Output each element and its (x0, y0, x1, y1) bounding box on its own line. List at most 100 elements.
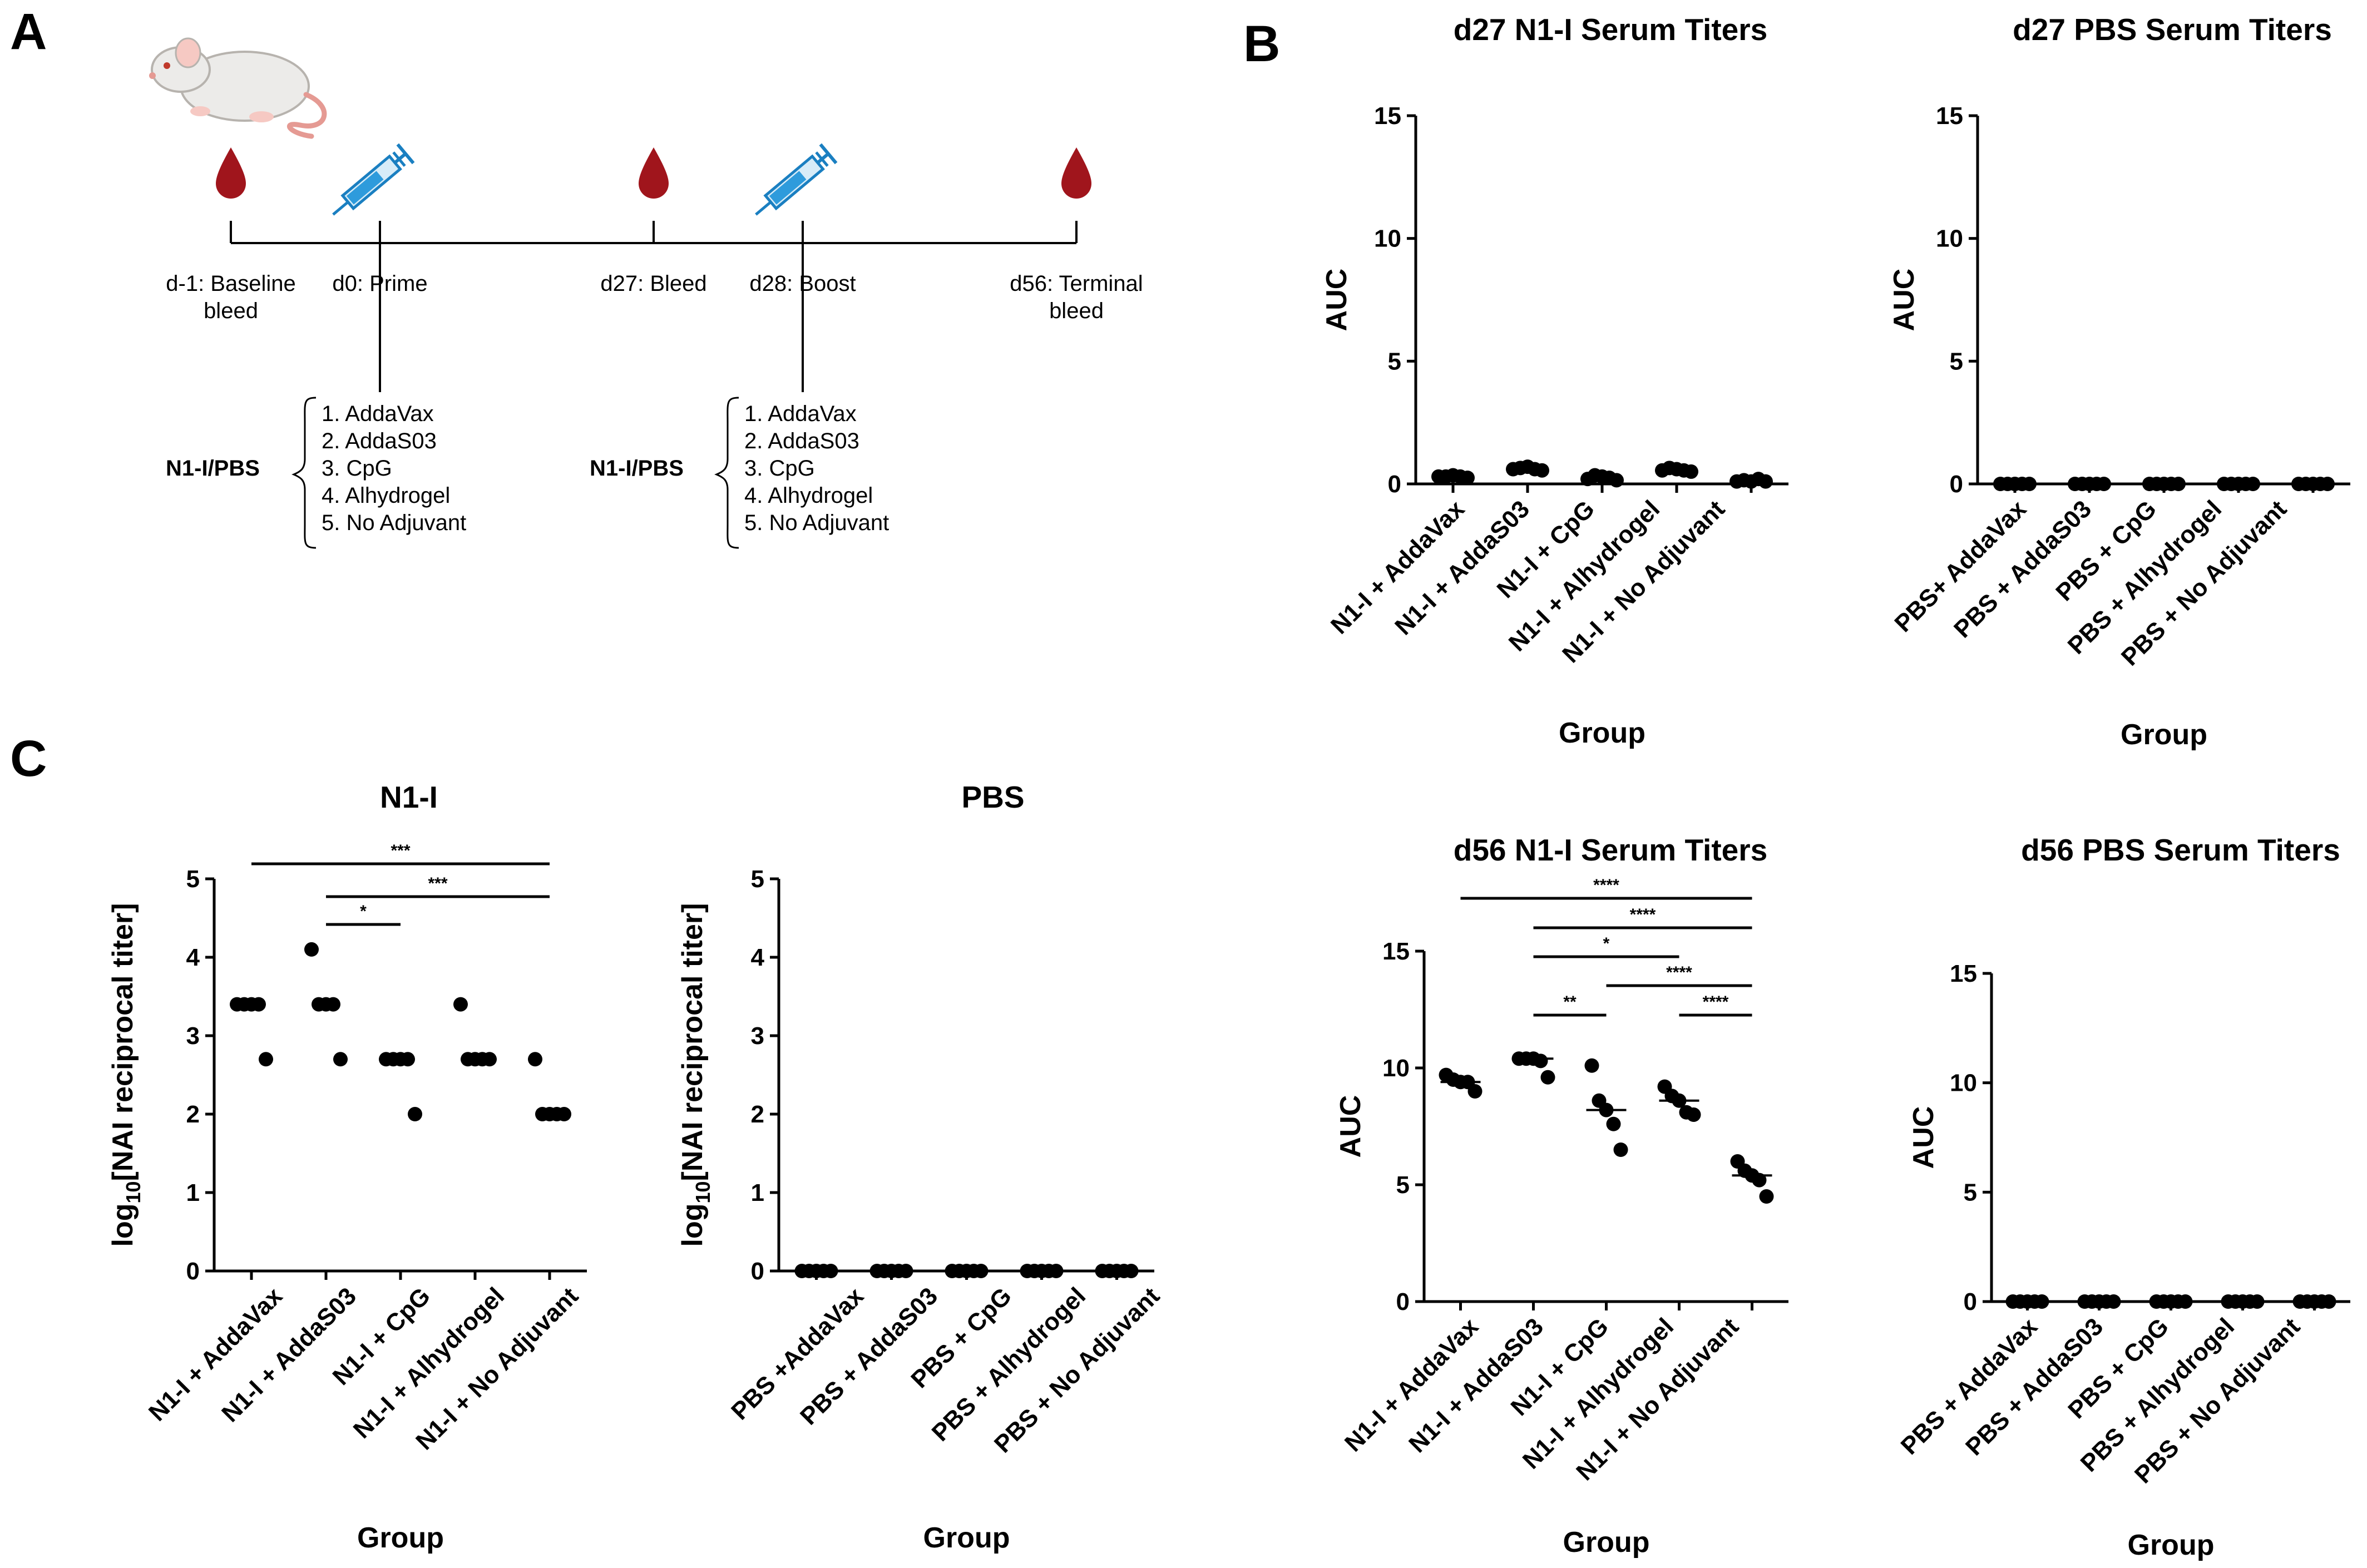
adjuvant-list-item: 5. No Adjuvant (744, 511, 889, 535)
group-label: N1-I/PBS (590, 456, 684, 481)
data-point (1124, 1264, 1139, 1278)
data-point (259, 1052, 273, 1067)
data-point (2171, 477, 2186, 491)
data-point (401, 1052, 415, 1067)
data-point (1686, 1107, 1701, 1122)
y-tick-label: 0 (1396, 1288, 1410, 1315)
significance-label: * (1603, 934, 1610, 953)
chart-title: d56 PBS Serum Titers (2021, 833, 2340, 867)
y-tick-label: 5 (1388, 348, 1401, 375)
data-point (251, 997, 266, 1012)
data-point (823, 1264, 838, 1278)
x-axis-label: Group (2121, 719, 2207, 751)
x-axis-label: Group (1563, 1526, 1650, 1559)
y-tick-label: 1 (751, 1179, 764, 1206)
significance-label: **** (1703, 993, 1729, 1011)
y-tick-label: 5 (1396, 1171, 1410, 1199)
data-point (1535, 463, 1549, 478)
y-tick-label: 5 (1964, 1179, 1977, 1206)
data-point (1540, 1070, 1555, 1085)
adjuvant-list-item: 1. AddaVax (744, 402, 857, 426)
data-point (1759, 1189, 1774, 1204)
y-axis-label: AUC (1335, 1095, 1367, 1158)
adjuvant-list-item: 4. Alhydrogel (322, 483, 450, 508)
data-point (1606, 1116, 1621, 1131)
chart-title: d27 N1-I Serum Titers (1454, 12, 1767, 47)
data-point (1584, 1058, 1599, 1073)
blood-drop-icon (1061, 147, 1091, 199)
x-tick-label: N1-I + AddaS03 (216, 1282, 362, 1427)
data-point (1613, 1142, 1628, 1157)
mouse-icon (149, 37, 327, 139)
adjuvant-list-item: 5. No Adjuvant (322, 511, 466, 535)
data-point (2106, 1294, 2121, 1309)
y-axis-label: log10[NAI reciprocal titer] (107, 903, 145, 1247)
data-point (2097, 477, 2111, 491)
data-point (898, 1264, 913, 1278)
timepoint-label: d27: Bleed (600, 271, 706, 296)
x-axis-label: Group (357, 1522, 444, 1554)
adjuvant-list-item: 1. AddaVax (322, 402, 434, 426)
brace (714, 397, 739, 549)
panel-label-c: C (10, 730, 47, 787)
data-point (2034, 1294, 2049, 1309)
y-tick-label: 0 (751, 1258, 764, 1285)
data-point (557, 1107, 571, 1121)
timepoint-label: d0: Prime (332, 271, 427, 296)
y-tick-label: 15 (1374, 102, 1401, 130)
adjuvant-list-item: 3. CpG (322, 456, 392, 481)
x-tick-label: PBS + AddaS03 (795, 1282, 943, 1430)
chart-title: d56 N1-I Serum Titers (1454, 833, 1767, 867)
x-tick-label: N1-I + AddaVax (144, 1282, 288, 1427)
data-point (482, 1052, 497, 1067)
data-point (1460, 470, 1475, 485)
y-tick-label: 15 (1950, 960, 1977, 987)
timepoint-label: d-1: Baseline (166, 271, 295, 296)
data-point (2022, 477, 2037, 491)
y-tick-label: 5 (1950, 348, 1963, 375)
adjuvant-list-item: 4. Alhydrogel (744, 483, 873, 508)
y-tick-label: 0 (1388, 471, 1401, 498)
significance-label: * (360, 902, 367, 921)
y-tick-label: 3 (186, 1022, 200, 1050)
timepoint-label: bleed (204, 299, 258, 323)
data-point (1467, 1084, 1483, 1099)
data-point (2178, 1294, 2193, 1309)
adjuvant-list-item: 2. AddaS03 (322, 429, 437, 453)
y-tick-label: 0 (1950, 471, 1963, 498)
significance-label: **** (1630, 906, 1656, 924)
chart-title: d27 PBS Serum Titers (2013, 12, 2332, 47)
data-point (2250, 1294, 2265, 1309)
data-point (2320, 477, 2335, 491)
data-point (528, 1052, 542, 1067)
y-tick-label: 0 (1964, 1288, 1977, 1315)
y-tick-label: 10 (1950, 1070, 1977, 1097)
data-point (1609, 473, 1624, 488)
y-tick-label: 15 (1936, 102, 1963, 130)
data-point (333, 1052, 348, 1067)
y-tick-label: 2 (186, 1101, 200, 1128)
syringe-icon (755, 143, 838, 216)
y-tick-label: 3 (751, 1022, 764, 1050)
y-tick-label: 10 (1936, 225, 1963, 253)
timeline-schematic: d-1: Baseline bleed d0: Prime d27: Bleed… (149, 37, 1143, 549)
timepoint-label: bleed (1049, 299, 1104, 323)
blood-drop-icon (216, 147, 246, 199)
chart-c_pbs: PBS 0 1 2 3 4 5 log10[NAI reciprocal titer] PBS … (676, 780, 1165, 1554)
y-tick-label: 5 (751, 865, 764, 893)
timepoint-label: d28: Boost (749, 271, 856, 296)
y-tick-label: 4 (186, 944, 200, 971)
data-point (326, 997, 340, 1012)
adjuvant-list-item: 3. CpG (744, 456, 815, 481)
chart-c_n1: N1-I 0 1 2 3 4 5 log10[NAI reciprocal titer] N1-… (107, 780, 587, 1554)
group-label: N1-I/PBS (166, 456, 260, 481)
significance-label: **** (1666, 963, 1692, 982)
significance-label: *** (428, 874, 447, 893)
blood-drop-icon (639, 147, 669, 199)
y-tick-label: 0 (186, 1258, 200, 1285)
